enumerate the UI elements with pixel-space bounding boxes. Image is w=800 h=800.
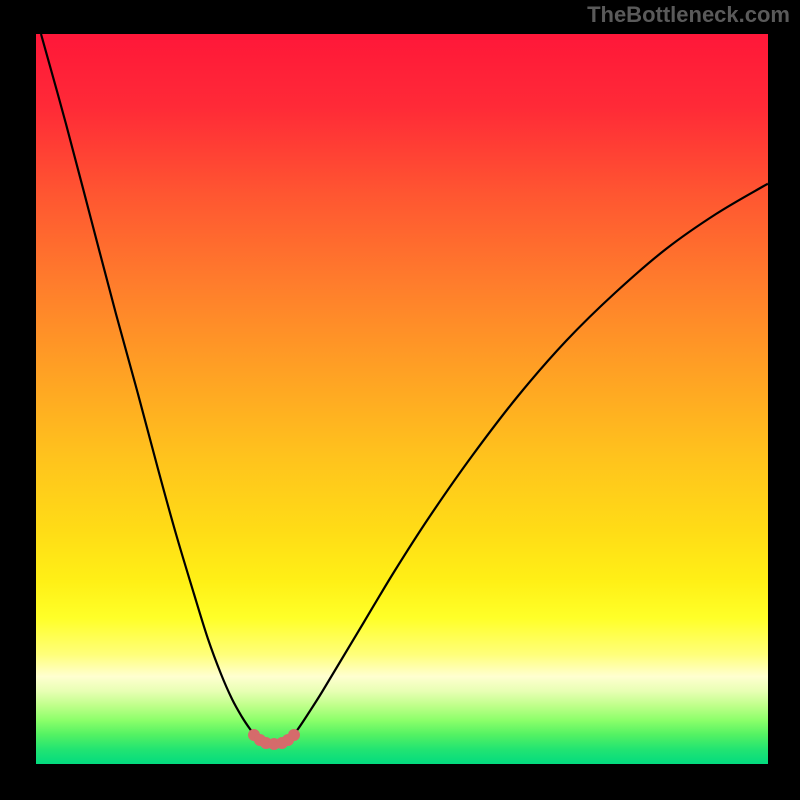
curve-left-branch bbox=[41, 34, 256, 736]
curve-layer bbox=[36, 34, 768, 764]
floor-dot bbox=[288, 729, 300, 741]
watermark: TheBottleneck.com bbox=[587, 2, 790, 28]
chart-container: TheBottleneck.com bbox=[0, 0, 800, 800]
curve-right-branch bbox=[292, 184, 768, 736]
